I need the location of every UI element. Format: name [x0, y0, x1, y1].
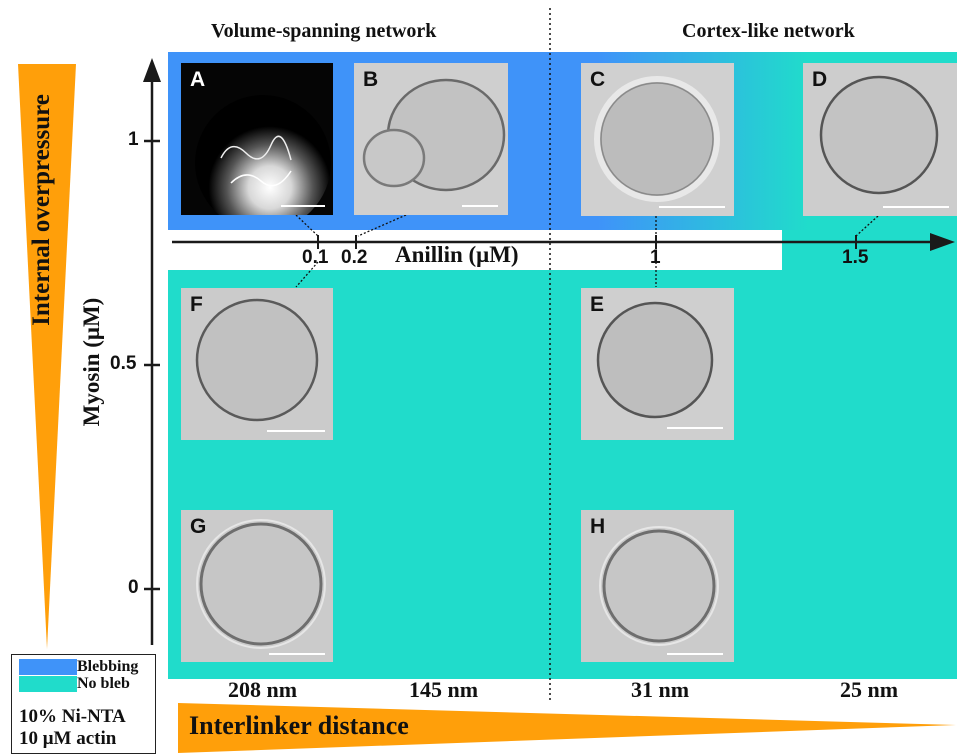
- scale-bar: [667, 653, 723, 655]
- panel-h: H: [581, 510, 734, 662]
- distance-25: 25 nm: [840, 677, 899, 702]
- panel-c-label: C: [590, 68, 606, 91]
- panel-e-label: E: [590, 293, 605, 316]
- panel-b-image: [362, 78, 506, 192]
- panel-g-label: G: [190, 515, 207, 538]
- x-axis-label: Anillin (μM): [395, 242, 519, 267]
- header-cortex-like: Cortex-like network: [682, 20, 855, 42]
- scale-bar: [269, 653, 325, 655]
- scale-bar: [281, 205, 325, 207]
- panel-h-image: [599, 526, 719, 646]
- panel-d-label: D: [812, 68, 828, 91]
- scale-bar: [883, 206, 949, 208]
- y-tick-1: 1: [128, 129, 139, 150]
- x-tick-1-5: 1.5: [842, 247, 869, 268]
- panel-a-image: [181, 63, 333, 215]
- x-tick-0-2: 0.2: [341, 247, 368, 268]
- header-volume-spanning: Volume-spanning network: [211, 20, 437, 42]
- panel-d: D: [803, 63, 957, 216]
- panel-g: G: [181, 510, 333, 662]
- legend-no-bleb-label: No bleb: [77, 675, 130, 692]
- panel-h-label: H: [590, 515, 606, 538]
- legend: Blebbing No bleb 10% Ni-NTA 10 μM actin: [11, 654, 156, 754]
- panel-a-label: A: [190, 68, 206, 91]
- divider-dotted-line: [549, 8, 551, 700]
- panel-c-image: [594, 76, 720, 202]
- y-tick-0-5: 0.5: [110, 353, 137, 374]
- panel-a: A: [181, 63, 333, 215]
- legend-no-bleb-swatch: [19, 676, 77, 692]
- panel-c: C: [581, 63, 734, 216]
- scale-bar: [667, 427, 723, 429]
- panel-b: B: [354, 63, 508, 215]
- panel-f: F: [181, 288, 333, 440]
- scale-bar: [462, 205, 498, 207]
- distance-31: 31 nm: [631, 677, 690, 702]
- panel-f-label: F: [190, 293, 203, 316]
- legend-condition-actin: 10 μM actin: [19, 728, 117, 749]
- legend-blebbing-label: Blebbing: [77, 658, 139, 675]
- distance-208: 208 nm: [228, 677, 298, 702]
- scale-bar: [659, 206, 725, 208]
- distance-145: 145 nm: [409, 677, 479, 702]
- x-tick-1: 1: [650, 247, 661, 268]
- panel-f-image: [195, 298, 319, 422]
- panel-e-image: [596, 301, 714, 419]
- x-axis-white-band: [168, 230, 782, 270]
- scale-bar: [267, 430, 325, 432]
- legend-condition-ni-nta: 10% Ni-NTA: [19, 706, 126, 727]
- y-tick-0: 0: [128, 577, 139, 598]
- panel-e: E: [581, 288, 734, 440]
- interlinker-label: Interlinker distance: [189, 711, 409, 740]
- panel-d-image: [819, 75, 939, 195]
- interlinker-arrow: [178, 703, 956, 753]
- overpressure-arrow: [18, 64, 76, 649]
- panel-g-image: [196, 519, 326, 649]
- legend-blebbing-swatch: [19, 659, 77, 675]
- x-tick-0-1: 0.1: [302, 247, 329, 268]
- panel-b-label: B: [363, 68, 379, 91]
